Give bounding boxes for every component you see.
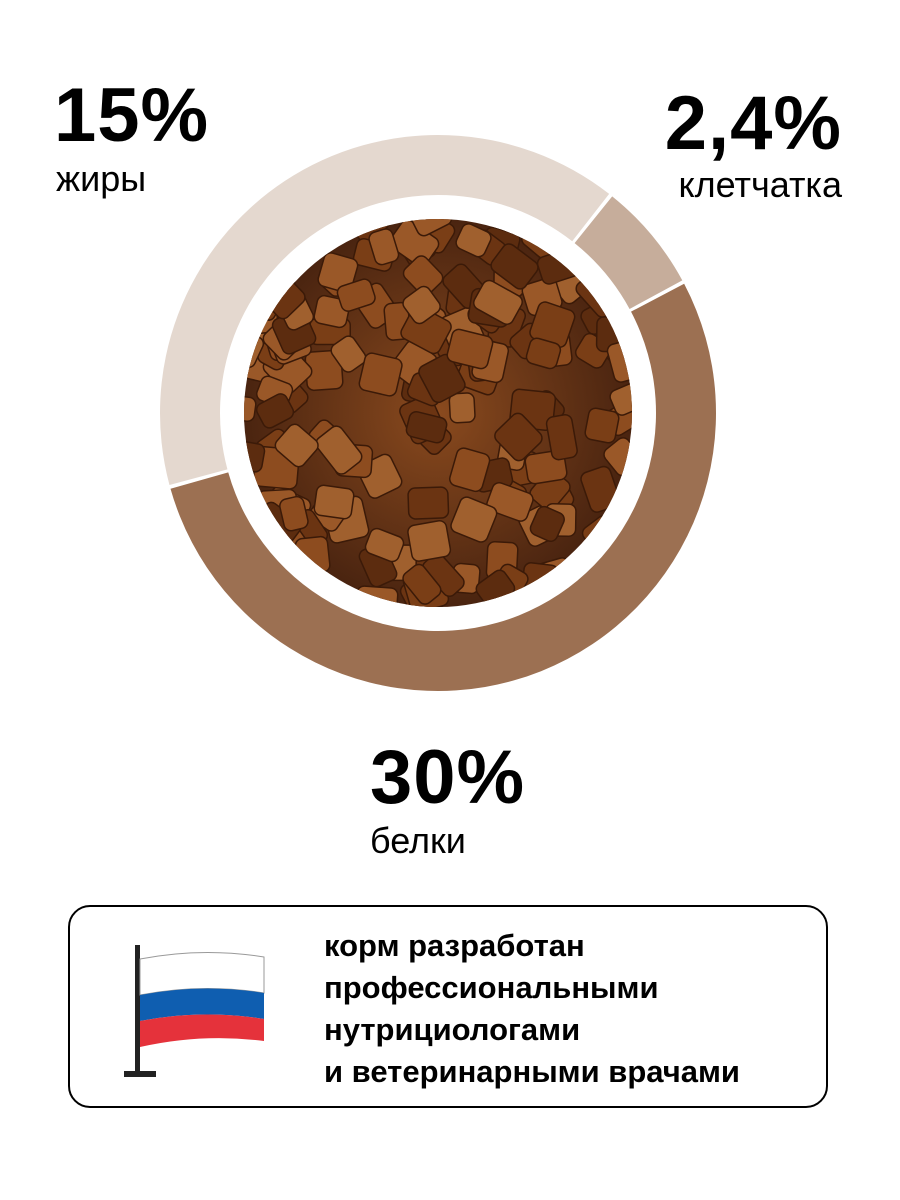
kibble-piece (407, 486, 450, 520)
kibble-piece (609, 379, 632, 416)
kibble-piece (317, 252, 359, 293)
kibble-piece (358, 352, 403, 397)
kibble-piece (405, 410, 448, 444)
kibble-piece (545, 414, 578, 461)
kibble-piece (450, 496, 498, 543)
kibble-piece (279, 495, 309, 532)
info-line: и ветеринарными врачами (324, 1054, 740, 1089)
kibble-piece (336, 278, 376, 312)
kibble-piece (255, 393, 295, 429)
kibble-piece (418, 353, 466, 404)
russian-flag-icon (124, 945, 265, 1077)
info-box: корм разработан профессиональными нутриц… (68, 905, 828, 1108)
kibble-piece (294, 535, 331, 575)
kibble-piece (490, 243, 539, 290)
segment-fiber (574, 196, 683, 309)
kibble-piece (402, 285, 441, 325)
segment-protein (170, 283, 716, 691)
kibble-piece (368, 228, 400, 266)
protein-value: 30% (370, 735, 526, 820)
kibble-piece (244, 440, 266, 473)
kibble-piece (402, 563, 442, 605)
kibble-piece (455, 223, 492, 258)
kibble-piece (274, 423, 319, 468)
segment-fat (160, 135, 610, 485)
kibble-piece (494, 412, 543, 462)
info-line: профессиональными (324, 970, 659, 1005)
kibble-piece (525, 337, 562, 370)
info-line: нутрициологами (324, 1012, 581, 1047)
kibble-piece (244, 393, 257, 423)
kibble-piece (584, 407, 620, 444)
kibble-piece (354, 585, 399, 607)
kibble-piece (448, 392, 476, 424)
info-text: корм разработан профессиональными нутриц… (324, 925, 740, 1093)
donut-chart (160, 135, 716, 691)
info-line: корм разработан (324, 928, 585, 963)
fat-label: жиры (56, 158, 147, 199)
kibble-piece (486, 481, 534, 522)
kibble-piece (472, 279, 523, 325)
kibble-piece (409, 219, 453, 237)
fiber-label: клетчатка (678, 164, 842, 205)
kibble-piece (313, 484, 355, 520)
kibble-piece (402, 255, 444, 297)
kibble-piece (449, 447, 491, 493)
kibble-piece (529, 505, 565, 542)
fiber-value: 2,4% (664, 81, 842, 166)
kibble-piece (330, 335, 367, 373)
protein-label: белки (370, 820, 466, 861)
kibble-piece (364, 527, 405, 563)
kibble-piece (446, 328, 494, 370)
kibble-piece (315, 425, 363, 475)
fat-value: 15% (54, 73, 210, 158)
kibble-piece (407, 520, 452, 562)
